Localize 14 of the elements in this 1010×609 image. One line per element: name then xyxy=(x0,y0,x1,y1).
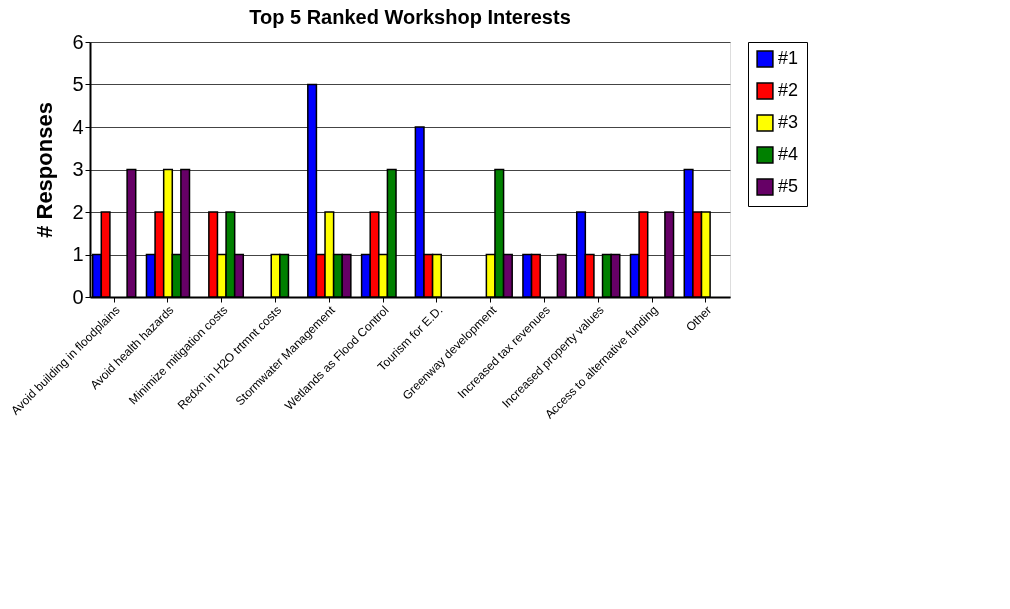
y-tick-label: 6 xyxy=(72,30,84,53)
legend-label: #3 xyxy=(778,112,799,132)
y-tick-label: 0 xyxy=(72,285,84,308)
legend-label: #5 xyxy=(778,176,799,196)
legend-label: #1 xyxy=(778,48,799,68)
legend-label: #4 xyxy=(778,144,799,164)
y-tick-label: 5 xyxy=(72,73,84,95)
y-tick-label: 2 xyxy=(72,200,84,223)
y-tick-label: 4 xyxy=(72,115,84,138)
y-axis-title: # Responses xyxy=(32,102,58,238)
y-tick-label: 3 xyxy=(72,158,84,180)
legend-label: #2 xyxy=(778,80,799,100)
y-tick-label: 1 xyxy=(72,243,84,265)
chart-title: Top 5 Ranked Workshop Interests xyxy=(249,6,571,28)
